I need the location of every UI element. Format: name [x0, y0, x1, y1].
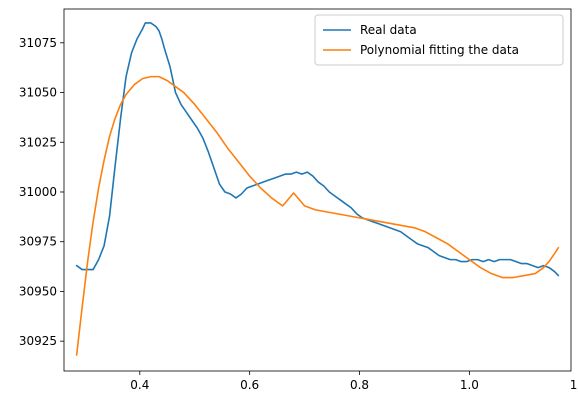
- legend-label-0: Real data: [360, 23, 417, 37]
- y-tick-label: 31075: [19, 36, 57, 50]
- y-tick-label: 30950: [19, 284, 57, 298]
- x-tick-label: 0.4: [130, 378, 149, 392]
- x-tick-label: 0.8: [350, 378, 369, 392]
- x-tick-label: 1.0: [460, 378, 479, 392]
- y-tick-label: 30975: [19, 235, 57, 249]
- y-tick-label: 31000: [19, 185, 57, 199]
- x-tick-label: 0.6: [240, 378, 259, 392]
- x-tick-label: 1.2: [570, 378, 578, 392]
- legend: Real data Polynomial fitting the data: [315, 15, 563, 65]
- y-tick-label: 31025: [19, 135, 57, 149]
- legend-box: [315, 15, 563, 65]
- y-tick-label: 30925: [19, 334, 57, 348]
- y-tick-label: 31050: [19, 86, 57, 100]
- legend-label-1: Polynomial fitting the data: [360, 43, 519, 57]
